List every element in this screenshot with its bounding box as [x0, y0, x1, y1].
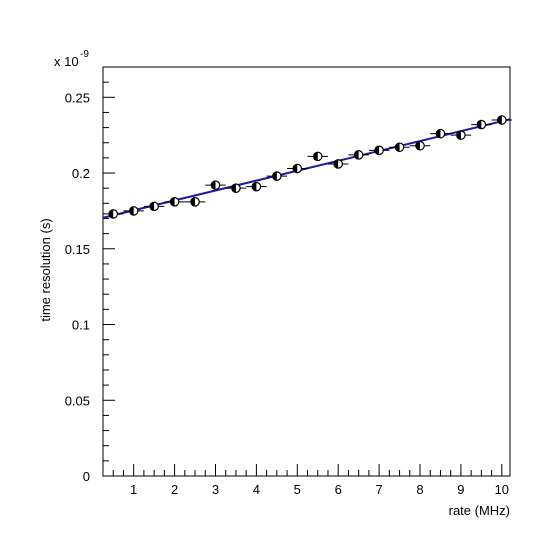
data-point: [287, 163, 308, 174]
point-marker-fill: [190, 197, 196, 207]
x-tick-label: 10: [495, 482, 509, 497]
x-tick-label: 7: [375, 482, 382, 497]
x-tick-label: 8: [416, 482, 423, 497]
x-tick-label: 5: [294, 482, 301, 497]
point-marker-fill: [293, 164, 298, 173]
x-tick-label: 9: [457, 482, 464, 497]
data-point: [164, 197, 185, 207]
x-axis: 1 2 3 4 5 6 7 8 9 10: [102, 464, 509, 497]
point-marker-fill: [436, 129, 441, 138]
plot-frame: [102, 66, 511, 477]
x-axis-title: rate (MHz): [449, 503, 510, 518]
point-marker-fill: [129, 206, 134, 216]
data-point: [327, 159, 349, 169]
data-point: [266, 171, 288, 181]
point-marker-fill: [252, 182, 257, 191]
y-axis-title: time resolution (s): [38, 218, 53, 321]
point-marker-fill: [313, 152, 318, 161]
x-tick-label: 6: [335, 482, 342, 497]
data-point: [143, 201, 165, 212]
y-tick-label: 0.1: [72, 318, 90, 333]
point-marker-fill: [170, 197, 175, 207]
point-marker-fill: [109, 209, 114, 219]
data-point: [471, 119, 492, 130]
y-multiplier-base: x 10: [54, 54, 79, 69]
data-point: [103, 209, 124, 219]
y-tick-label: 0.15: [65, 242, 90, 257]
data-point: [307, 151, 328, 162]
data-point: [368, 145, 390, 156]
data-point: [246, 181, 267, 192]
y-tick-label: 0: [83, 469, 90, 484]
point-marker-fill: [415, 141, 421, 150]
point-marker-fill: [211, 180, 216, 190]
data-point: [348, 150, 369, 160]
y-axis: 0 0.05 0.1 0.15 0.2 0.25: [65, 66, 115, 484]
x-tick-label: 4: [253, 482, 260, 497]
data-point: [205, 180, 226, 190]
point-marker-fill: [149, 202, 155, 211]
data-point: [389, 142, 410, 153]
point-marker-fill: [231, 183, 236, 193]
point-marker-fill: [497, 115, 502, 125]
point-marker-fill: [354, 150, 359, 160]
data-point: [409, 140, 431, 151]
point-marker-fill: [374, 146, 380, 155]
point-marker-fill: [456, 130, 461, 140]
point-marker-fill: [334, 159, 339, 169]
data-point: [430, 128, 451, 139]
y-multiplier-exponent: -9: [80, 49, 89, 60]
data-point: [450, 130, 472, 140]
x-tick-label: 2: [171, 482, 178, 497]
data-points: [103, 115, 513, 219]
point-marker-fill: [477, 120, 482, 129]
point-marker-fill: [395, 143, 400, 152]
data-point: [225, 183, 247, 193]
point-marker-fill: [272, 171, 277, 181]
data-point: [184, 197, 206, 207]
y-tick-label: 0.25: [65, 90, 90, 105]
x-tick-label: 3: [212, 482, 219, 497]
x-tick-label: 1: [130, 482, 137, 497]
y-tick-label: 0.2: [72, 166, 90, 181]
y-tick-label: 0.05: [65, 393, 90, 408]
data-point: [123, 206, 144, 216]
data-point: [491, 115, 513, 125]
